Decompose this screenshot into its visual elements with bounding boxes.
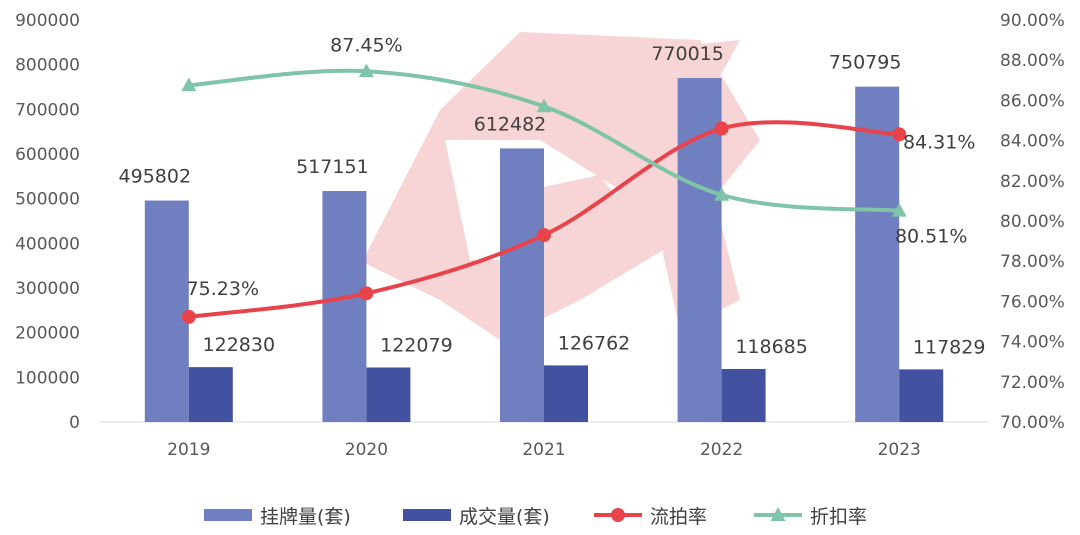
bar-deal (188, 367, 233, 422)
right-tick-label: 86.00% (1000, 91, 1065, 111)
bar-data-label: 517151 (296, 156, 369, 178)
x-axis: 2019 2020 2021 2022 2023 (100, 421, 988, 460)
legend-label: 折扣率 (810, 506, 867, 528)
legend-label: 挂牌量(套) (260, 506, 351, 528)
left-tick-label: 0 (69, 413, 80, 433)
bar-data-label: 612482 (474, 113, 547, 135)
x-tick-label: 2022 (700, 440, 743, 460)
bar-data-label: 495802 (119, 166, 192, 188)
legend-swatch (204, 509, 252, 521)
right-tick-label: 74.00% (1000, 333, 1065, 353)
point-unsold-rate (181, 309, 196, 324)
point-discount-rate (536, 98, 552, 113)
left-tick-label: 400000 (15, 234, 80, 254)
right-tick-label: 80.00% (1000, 212, 1065, 232)
line-data-label: 84.31% (903, 131, 975, 153)
left-tick-label: 100000 (15, 368, 80, 388)
point-discount-rate (714, 187, 730, 201)
legend-swatch (403, 509, 451, 521)
x-tick-label: 2023 (878, 440, 921, 460)
bar-listing (855, 86, 900, 422)
bar-data-label: 122830 (203, 334, 276, 356)
bar-listing (322, 191, 367, 422)
legend-marker (611, 508, 625, 522)
x-tick-label: 2020 (345, 440, 388, 460)
right-tick-label: 78.00% (1000, 252, 1065, 272)
point-unsold-rate (359, 286, 374, 301)
left-axis: 0 100000 200000 300000 400000 500000 600000 700… (15, 11, 80, 433)
right-tick-label: 88.00% (1000, 51, 1065, 71)
x-tick-label: 2021 (522, 440, 565, 460)
point-unsold-rate (537, 228, 551, 243)
right-axis: 70.00% 72.00% 74.00% 76.00% 78.00% 80.00% 82.0… (1000, 11, 1065, 433)
right-tick-label: 82.00% (1000, 172, 1065, 192)
legend-marker (770, 507, 786, 521)
legend-label: 成交量(套) (459, 506, 550, 528)
bar-data-label: 122079 (380, 334, 453, 356)
point-discount-rate (358, 63, 374, 78)
right-tick-label: 90.00% (1000, 11, 1065, 31)
legend: 挂牌量(套) 成交量(套) 流拍率 折扣率 (204, 506, 867, 528)
lines (181, 63, 907, 324)
left-tick-label: 700000 (15, 100, 80, 120)
bar-data-label: 117829 (913, 336, 986, 358)
right-tick-label: 70.00% (1000, 413, 1065, 433)
bars (144, 78, 944, 422)
point-unsold-rate (892, 127, 907, 142)
bar-listing (144, 200, 189, 422)
line-data-label: 87.45% (330, 34, 402, 56)
bar-data-label: 750795 (829, 52, 902, 74)
bar-deal (544, 365, 588, 422)
watermark-logo (362, 32, 760, 340)
line-data-label: 80.51% (895, 226, 967, 248)
left-tick-label: 200000 (15, 324, 80, 344)
point-discount-rate (181, 77, 197, 92)
bar-deal (366, 367, 411, 422)
legend-label: 流拍率 (650, 506, 707, 528)
point-unsold-rate (714, 121, 729, 136)
data-labels: 495802 517151 612482 770015 750795 122830 1220… (119, 34, 986, 358)
left-tick-label: 600000 (15, 145, 80, 165)
point-discount-rate (891, 202, 907, 217)
right-tick-label: 84.00% (1000, 132, 1065, 152)
bar-data-label: 126762 (558, 332, 631, 354)
right-tick-label: 76.00% (1000, 292, 1065, 312)
bar-data-label: 770015 (651, 43, 724, 65)
left-tick-label: 300000 (15, 279, 80, 299)
bar-listing (500, 148, 544, 422)
bar-deal (899, 369, 944, 422)
left-tick-label: 500000 (15, 190, 80, 210)
bar-data-label: 118685 (735, 336, 808, 358)
line-data-label: 75.23% (187, 278, 259, 300)
left-tick-label: 800000 (15, 56, 80, 76)
x-tick-label: 2019 (167, 440, 210, 460)
left-tick-label: 900000 (15, 11, 80, 31)
right-tick-label: 72.00% (1000, 373, 1065, 393)
bar-deal (721, 368, 766, 422)
